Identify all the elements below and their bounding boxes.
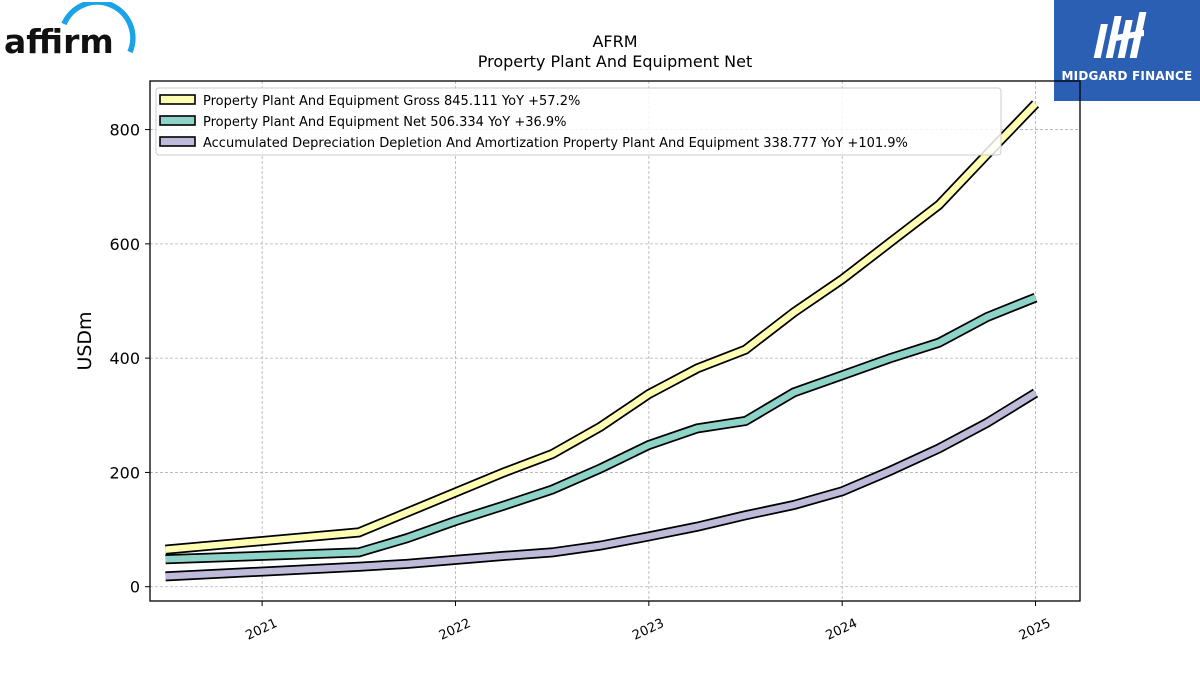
plot-frame xyxy=(149,80,1081,602)
y-tick-label: 200 xyxy=(109,463,140,482)
x-tick-label: 2025 xyxy=(1017,616,1053,644)
x-tick-label: 2022 xyxy=(437,616,473,644)
series-line-2 xyxy=(165,292,1038,565)
series-lines xyxy=(165,100,1040,582)
legend-swatch xyxy=(159,136,196,147)
affirm-logo: affirm xyxy=(4,2,136,58)
y-tick-label: 400 xyxy=(109,349,140,368)
x-tick-label: 2021 xyxy=(243,616,279,644)
affirm-logo-text: affirm xyxy=(4,22,114,58)
series-line-outline xyxy=(165,100,1040,555)
legend-label: Property Plant And Equipment Gross 845.1… xyxy=(203,94,580,109)
midgard-finance-logo: MIDGARD FINANCE xyxy=(1054,0,1200,101)
series-line-3 xyxy=(165,388,1039,582)
legend-swatch xyxy=(159,94,196,105)
series-line-stroke xyxy=(165,101,1038,553)
legend-label: Accumulated Depreciation Depletion And A… xyxy=(203,136,908,151)
legend: Property Plant And Equipment Gross 845.1… xyxy=(155,87,1002,156)
y-tick-label: 0 xyxy=(130,578,140,597)
legend-swatch xyxy=(159,115,196,126)
legend-box xyxy=(155,87,1002,156)
series-line-stroke xyxy=(165,390,1038,580)
series-line-outline xyxy=(165,388,1039,582)
series-line-1 xyxy=(165,100,1040,555)
midgard-finance-label: MIDGARD FINANCE xyxy=(1061,69,1193,83)
y-axis-ticks: 0 200 400 600 800 xyxy=(109,121,150,597)
x-tick-label: 2024 xyxy=(824,616,860,644)
chart-title: AFRM xyxy=(592,32,637,51)
x-axis-ticks: 2021 2022 2023 2024 2025 xyxy=(243,601,1053,644)
chart-subtitle: Property Plant And Equipment Net xyxy=(478,52,753,71)
y-tick-label: 800 xyxy=(109,121,140,140)
legend-label: Property Plant And Equipment Net 506.334… xyxy=(203,115,567,130)
midgard-emblem-icon xyxy=(1093,12,1147,58)
y-tick-label: 600 xyxy=(109,235,140,254)
affirm-logo-arc xyxy=(61,2,136,54)
x-tick-label: 2023 xyxy=(630,616,666,644)
y-axis-label: USDm xyxy=(74,311,96,370)
series-line-stroke xyxy=(165,294,1037,563)
